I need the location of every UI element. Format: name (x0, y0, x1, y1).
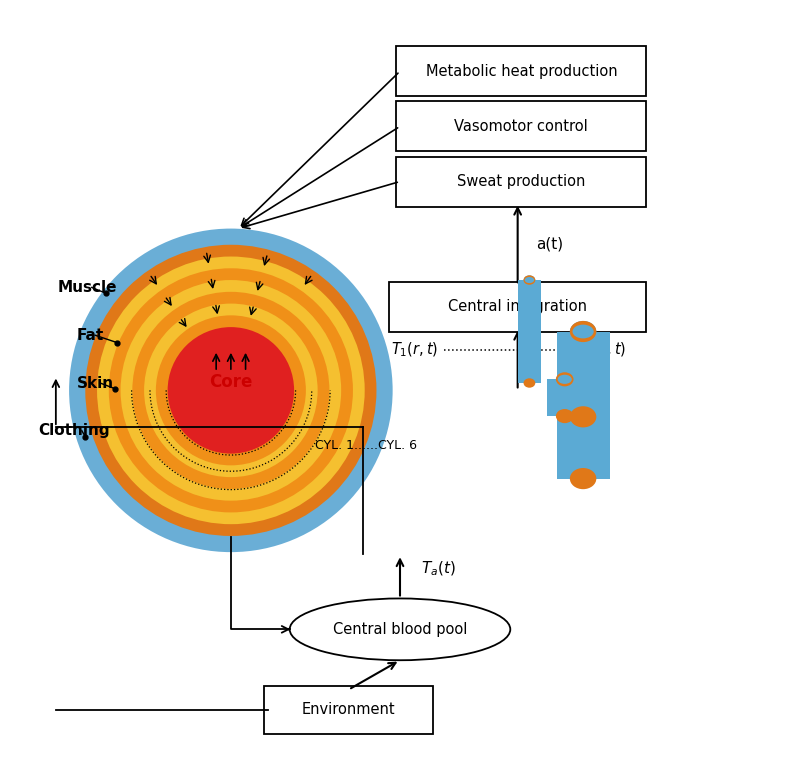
Ellipse shape (558, 375, 572, 384)
Text: Fat: Fat (77, 328, 104, 342)
Text: Core: Core (209, 372, 253, 391)
FancyBboxPatch shape (396, 101, 646, 152)
Text: Environment: Environment (302, 702, 395, 718)
Bar (518, 280, 541, 383)
Text: Sweat production: Sweat production (457, 174, 586, 189)
Text: Central integration: Central integration (448, 299, 587, 314)
Text: Clothing: Clothing (38, 424, 110, 438)
Text: a(t): a(t) (536, 237, 563, 251)
Text: CYL. 1......CYL. 6: CYL. 1......CYL. 6 (315, 439, 418, 452)
Circle shape (69, 228, 393, 552)
Text: Skin: Skin (77, 375, 114, 391)
Circle shape (109, 268, 353, 512)
Circle shape (97, 257, 365, 524)
Ellipse shape (556, 409, 574, 423)
Circle shape (132, 292, 330, 489)
Ellipse shape (523, 378, 535, 388)
Circle shape (156, 316, 306, 466)
Text: Vasomotor control: Vasomotor control (454, 119, 588, 134)
Text: Metabolic heat production: Metabolic heat production (426, 64, 617, 79)
FancyBboxPatch shape (396, 156, 646, 207)
Ellipse shape (570, 468, 596, 489)
Ellipse shape (290, 598, 510, 660)
Ellipse shape (570, 406, 596, 427)
Ellipse shape (556, 372, 574, 386)
Ellipse shape (525, 277, 534, 283)
FancyBboxPatch shape (389, 282, 646, 332)
Ellipse shape (556, 372, 574, 386)
FancyBboxPatch shape (264, 686, 433, 734)
Ellipse shape (570, 321, 596, 342)
Ellipse shape (523, 275, 535, 285)
FancyBboxPatch shape (396, 46, 646, 97)
Ellipse shape (570, 321, 596, 342)
Circle shape (121, 280, 341, 501)
Text: Central blood pool: Central blood pool (333, 622, 467, 637)
Bar (557, 332, 610, 417)
Circle shape (86, 245, 377, 536)
Circle shape (168, 327, 294, 453)
Text: $T_a(t)$: $T_a(t)$ (421, 560, 455, 578)
Circle shape (144, 303, 318, 477)
Bar (557, 332, 610, 479)
Text: $T_1(r,t)$: $T_1(r,t)$ (391, 341, 438, 359)
Text: Muscle: Muscle (58, 280, 118, 295)
Bar (547, 379, 582, 416)
Ellipse shape (523, 275, 535, 285)
Ellipse shape (573, 325, 594, 339)
Text: $T_6(r,t)$: $T_6(r,t)$ (578, 341, 626, 359)
